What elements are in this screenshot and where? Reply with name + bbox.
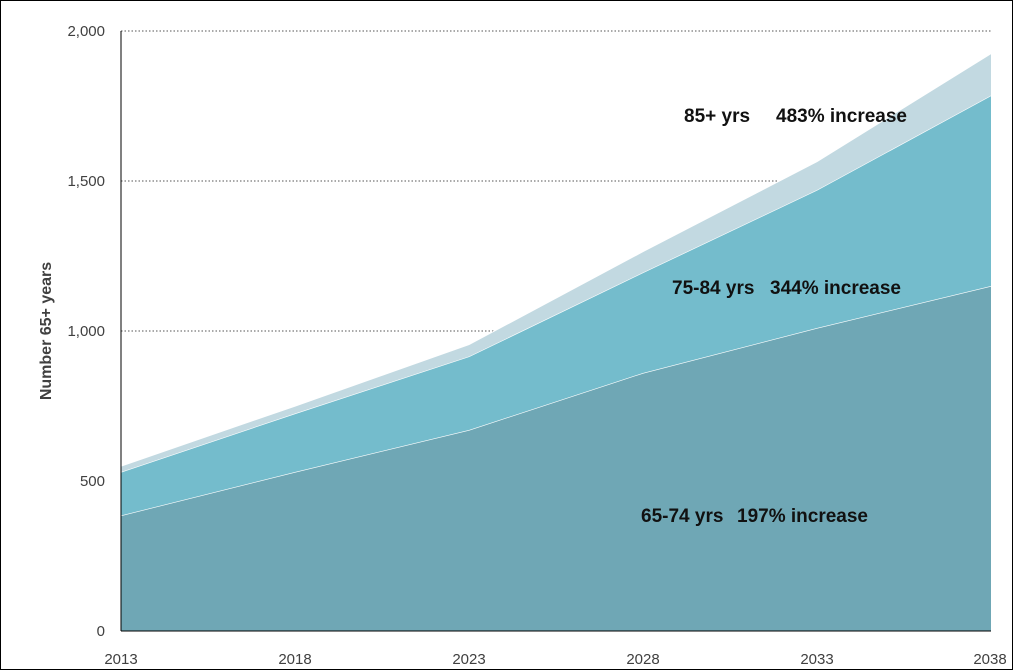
area-65-74 xyxy=(121,286,991,631)
annotation-65-74-label: 65-74 yrs xyxy=(641,506,723,527)
annotation-65-74-change: 197% increase xyxy=(737,506,868,527)
area-edge-85+ xyxy=(120,52,992,467)
x-tick-label: 2013 xyxy=(104,651,137,668)
annotation-85+-label: 85+ yrs xyxy=(684,106,750,127)
x-tick-label: 2018 xyxy=(278,651,311,668)
area-75-84 xyxy=(121,95,991,516)
tick-labels: 0 500 1,000 1,500 2,000 2013 2018 2023 2028 2033 2… xyxy=(67,23,1006,668)
x-tick-label: 2023 xyxy=(452,651,485,668)
y-tick-label: 2,000 xyxy=(67,23,105,40)
annotation-75-84-label: 75-84 yrs xyxy=(672,278,754,299)
annotations: 65-74 yrs 197% increase 75-84 yrs 344% incr… xyxy=(641,106,907,527)
annotation-85+-change: 483% increase xyxy=(776,106,907,127)
x-tick-label: 2033 xyxy=(800,651,833,668)
x-tick-label: 2028 xyxy=(626,651,659,668)
y-axis-title: Number 65+ years xyxy=(38,262,55,400)
axes xyxy=(120,31,991,632)
y-tick-label: 1,500 xyxy=(67,173,105,190)
x-tick-label: 2038 xyxy=(973,651,1006,668)
annotation-75-84-change: 344% increase xyxy=(770,278,901,299)
area-series xyxy=(120,52,992,631)
y-tick-label: 500 xyxy=(80,473,105,490)
y-tick-label: 1,000 xyxy=(67,323,105,340)
y-tick-label: 0 xyxy=(97,623,105,640)
